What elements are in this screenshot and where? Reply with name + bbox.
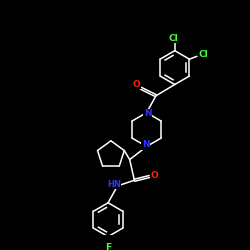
- Text: Cl: Cl: [169, 34, 179, 43]
- Text: N: N: [144, 109, 151, 118]
- Text: N: N: [142, 140, 150, 149]
- Text: O: O: [150, 171, 158, 180]
- Text: Cl: Cl: [198, 50, 208, 59]
- Text: O: O: [132, 80, 140, 89]
- Text: F: F: [105, 243, 111, 250]
- Text: N: N: [144, 109, 151, 118]
- Text: HN: HN: [107, 180, 121, 188]
